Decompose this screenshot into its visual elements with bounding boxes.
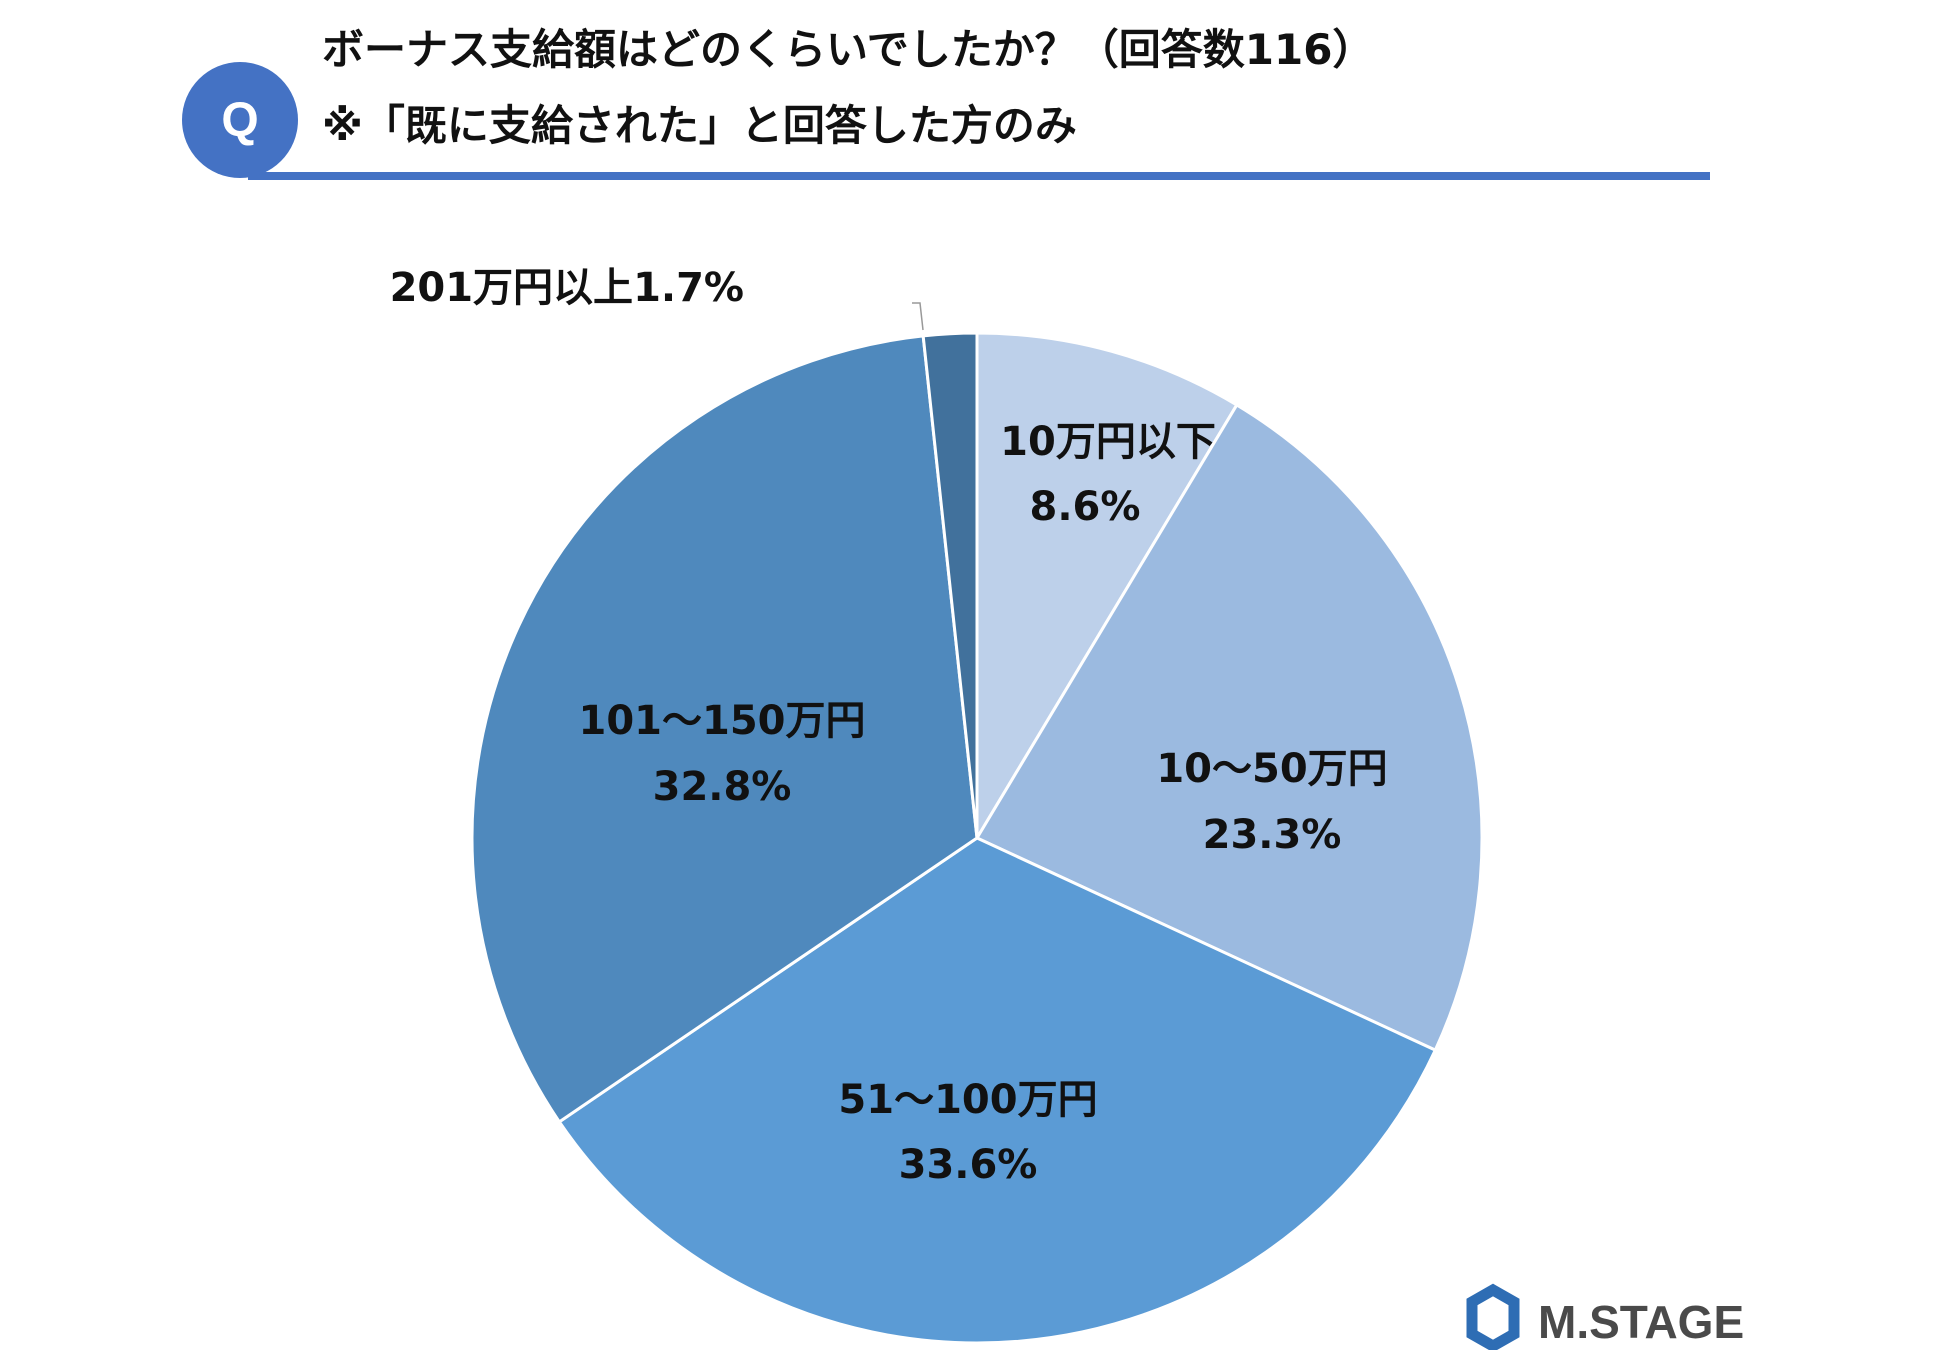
pie-slice-201man-ijo: [921, 331, 979, 839]
brand-name: M.STAGE: [1538, 1296, 1744, 1348]
slice-label-51-100man: 51～100万円: [838, 1077, 1097, 1123]
slice-label-10-50man: 10～50万円: [1156, 746, 1387, 792]
question-title-line2: ※「既に支給された」と回答した方のみ: [322, 101, 1077, 150]
slice-label-10man-ika: 10万円以下: [1000, 419, 1216, 465]
header-rule: [248, 172, 1710, 180]
slice-value-101-150man: 32.8%: [653, 764, 792, 810]
slice-value-201man-ijo: 1.7%: [633, 265, 744, 311]
slice-value-51-100man: 33.6%: [899, 1142, 1038, 1188]
slice-label-201man-ijo-text: 201万円以上: [390, 265, 634, 311]
slice-label-101-150man: 101～150万円: [579, 698, 866, 744]
question-badge-letter: Q: [221, 94, 258, 147]
question-badge: [182, 62, 298, 178]
pie-slice-10-50man: [974, 402, 1484, 1053]
leader-line: [912, 302, 924, 331]
slice-value-10man-ika: 8.6%: [1030, 484, 1141, 530]
slice-label-201man-ijo: 201万円以上1.7%: [390, 265, 744, 311]
question-title-line1: ボーナス支給額はどのくらいでしたか？（回答数116）: [322, 25, 1374, 74]
brand-hexagon-icon: [1466, 1283, 1520, 1350]
brand-logo: M.STAGE: [1466, 1283, 1744, 1350]
pie-slice-101-150man: [470, 334, 979, 1124]
pie-slices: [470, 331, 1484, 1345]
pie-slice-51-100man: [557, 836, 1438, 1345]
question-header: Q ボーナス支給額はどのくらいでしたか？（回答数116） ※「既に支給された」と…: [182, 25, 1710, 180]
slice-labels: 10万円以下 8.6% 10～50万円 23.3% 51～100万円 33.6%…: [390, 265, 1388, 1188]
pie-slice-10man-ika: [975, 331, 1239, 844]
slice-value-10-50man: 23.3%: [1203, 812, 1342, 858]
